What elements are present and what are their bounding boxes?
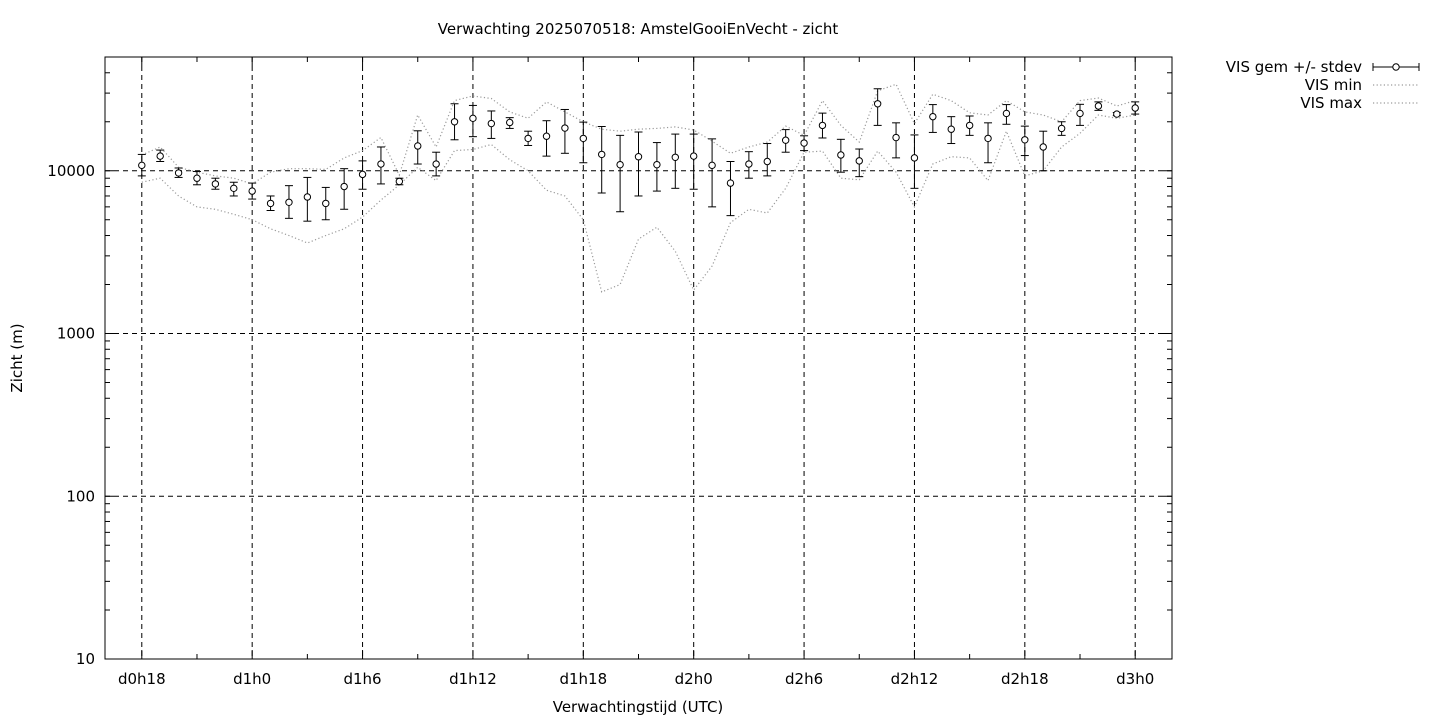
mean-point bbox=[818, 121, 827, 130]
mean-point bbox=[138, 161, 146, 170]
mean-point bbox=[781, 136, 790, 144]
mean-point bbox=[837, 151, 845, 159]
x-tick-label: d2h18 bbox=[1001, 670, 1049, 688]
mean-point bbox=[708, 161, 716, 170]
mean-point bbox=[174, 169, 183, 177]
mean-point bbox=[653, 160, 661, 169]
mean-point bbox=[230, 184, 238, 193]
mean-point bbox=[1113, 110, 1121, 118]
x-tick-label: d3h0 bbox=[1116, 670, 1154, 688]
legend-circle-marker bbox=[1392, 63, 1400, 71]
mean-point bbox=[947, 125, 955, 133]
mean-point bbox=[340, 182, 348, 191]
x-tick-label: d2h12 bbox=[891, 670, 939, 688]
mean-point bbox=[1039, 143, 1047, 151]
y-tick-label: 1000 bbox=[57, 325, 95, 343]
mean-point bbox=[193, 174, 201, 182]
mean-point bbox=[634, 153, 643, 161]
mean-point bbox=[487, 119, 496, 128]
mean-point bbox=[745, 160, 753, 168]
y-tick-label: 10000 bbox=[47, 162, 95, 180]
mean-point bbox=[303, 193, 312, 201]
legend-label: VIS max bbox=[1300, 94, 1362, 112]
mean-point bbox=[598, 150, 606, 159]
mean-point bbox=[266, 199, 275, 208]
mean-point bbox=[579, 134, 588, 143]
mean-point bbox=[211, 180, 220, 188]
x-tick-label: d1h0 bbox=[233, 670, 271, 688]
mean-point bbox=[1076, 109, 1084, 118]
mean-point bbox=[892, 133, 900, 142]
y-axis-label: Zicht (m) bbox=[8, 323, 26, 392]
mean-point bbox=[689, 152, 698, 160]
x-tick-label: d0h18 bbox=[118, 670, 166, 688]
x-tick-label: d2h6 bbox=[785, 670, 823, 688]
legend-label: VIS gem +/- stdev bbox=[1226, 58, 1362, 76]
mean-point bbox=[377, 160, 385, 168]
mean-point bbox=[248, 187, 256, 195]
mean-point bbox=[1094, 102, 1103, 110]
y-tick-label: 100 bbox=[66, 487, 95, 505]
x-tick-label: d1h18 bbox=[559, 670, 607, 688]
mean-point bbox=[414, 142, 422, 150]
mean-point bbox=[322, 199, 330, 208]
plot-series bbox=[137, 83, 1140, 293]
mean-point bbox=[506, 118, 514, 127]
mean-point bbox=[432, 160, 440, 168]
chart-title: Verwachting 2025070518: AmstelGooiEnVech… bbox=[438, 20, 839, 38]
x-tick-label: d1h6 bbox=[343, 670, 381, 688]
mean-point bbox=[671, 153, 679, 161]
mean-point bbox=[616, 160, 624, 169]
mean-point bbox=[450, 118, 459, 126]
x-axis-label: Verwachtingstijd (UTC) bbox=[553, 698, 724, 716]
x-tick-label: d1h12 bbox=[449, 670, 497, 688]
mean-point bbox=[800, 139, 808, 147]
mean-point bbox=[358, 170, 367, 179]
mean-point bbox=[469, 114, 477, 123]
mean-point bbox=[561, 124, 569, 132]
mean-point bbox=[984, 134, 992, 143]
mean-point bbox=[542, 132, 551, 140]
mean-point bbox=[726, 179, 735, 187]
vis-max-line bbox=[141, 83, 1136, 185]
y-tick-label: 10 bbox=[76, 650, 95, 668]
mean-point bbox=[524, 134, 532, 143]
mean-point bbox=[1131, 104, 1139, 112]
mean-point bbox=[929, 112, 937, 121]
mean-point bbox=[763, 157, 771, 166]
x-tick-label: d2h0 bbox=[675, 670, 713, 688]
mean-point bbox=[1057, 124, 1066, 133]
legend-label: VIS min bbox=[1305, 76, 1362, 94]
mean-point bbox=[1021, 136, 1029, 144]
mean-point bbox=[855, 157, 863, 165]
mean-point bbox=[285, 198, 293, 206]
mean-point bbox=[1002, 109, 1011, 118]
mean-point bbox=[156, 152, 164, 160]
mean-point bbox=[873, 100, 882, 108]
axis-ticks: 10 100 1000 10000 d0h18 d1h0 d1h6 d1h12 d1h18 d2h… bbox=[47, 57, 1172, 688]
mean-point bbox=[395, 177, 404, 186]
mean-point bbox=[965, 121, 974, 130]
mean-point bbox=[910, 154, 919, 162]
